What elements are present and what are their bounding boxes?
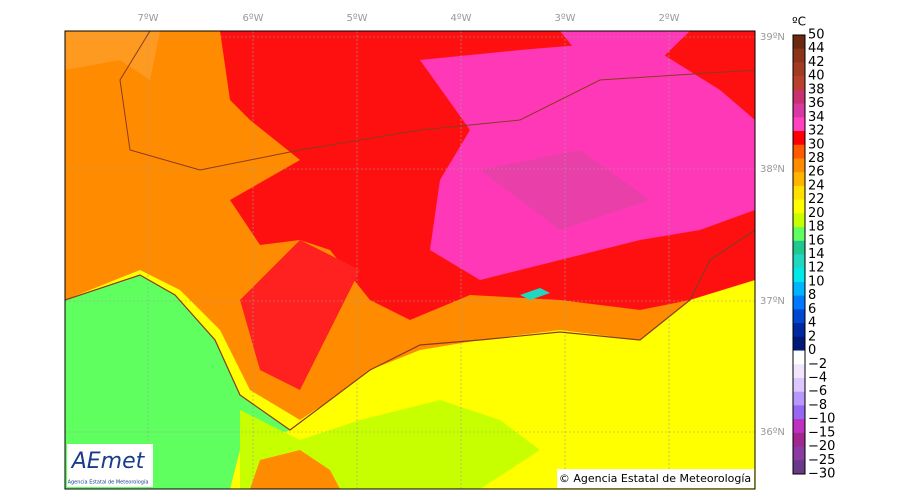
unit-label: ºC	[792, 15, 806, 29]
colorbar-label: −4	[808, 370, 827, 385]
colorbar-frame	[792, 34, 806, 475]
lat-label: 36ºN	[760, 427, 785, 438]
colorbar-segment	[793, 158, 805, 173]
map-frame	[64, 30, 756, 490]
colorbar-segment	[793, 391, 805, 406]
lat-label: 39ºN	[760, 32, 785, 43]
colorbar-segment	[793, 213, 805, 228]
logo-subtitle: Agencia Estatal de Meteorología	[68, 479, 149, 486]
colorbar-label: 28	[808, 151, 825, 166]
colorbar-segment	[793, 131, 805, 146]
colorbar-segment	[793, 419, 805, 434]
colorbar-segment	[793, 240, 805, 255]
colorbar-segment	[793, 35, 805, 50]
colorbar-segment	[793, 199, 805, 214]
colorbar-label: 26	[808, 165, 825, 180]
colorbar-label: 22	[808, 192, 825, 207]
lon-label: 3ºW	[555, 13, 576, 24]
colorbar-segment	[793, 144, 805, 159]
colorbar-label: 44	[808, 41, 825, 56]
colorbar-segment	[793, 350, 805, 365]
colorbar-label: −6	[808, 384, 827, 399]
colorbar-label: 24	[808, 178, 825, 193]
lon-label: 5ºW	[347, 13, 368, 24]
colorbar-label: 8	[808, 288, 816, 303]
colorbar-segment	[793, 172, 805, 187]
colorbar-label: −20	[808, 439, 835, 454]
colorbar-label: 0	[808, 343, 816, 358]
colorbar-label: 42	[808, 55, 825, 70]
colorbar-label: 10	[808, 274, 825, 289]
colorbar-segment	[793, 323, 805, 338]
lon-label: 4ºW	[451, 13, 472, 24]
map-field	[65, 31, 755, 489]
colorbar-label: −15	[808, 425, 835, 440]
colorbar-label: 6	[808, 302, 816, 317]
colorbar-segment	[793, 103, 805, 118]
colorbar-label: 40	[808, 69, 825, 84]
colorbar-label: 16	[808, 233, 825, 248]
colorbar-label: −30	[808, 467, 835, 482]
colorbar-label: 20	[808, 206, 825, 221]
colorbar-segment	[793, 460, 805, 475]
colorbar-segment	[793, 364, 805, 379]
colorbar-segment	[793, 336, 805, 352]
lon-label: 7ºW	[138, 13, 159, 24]
lat-label: 37ºN	[760, 296, 785, 307]
lon-label: 2ºW	[659, 13, 680, 24]
colorbar-label: 32	[808, 124, 825, 139]
colorbar-label: 18	[808, 220, 825, 235]
colorbar-segment	[793, 268, 805, 283]
colorbar-segment	[793, 432, 805, 448]
colorbar-segment	[793, 185, 805, 201]
colorbar-label: −2	[808, 357, 827, 372]
colorbar-segment	[793, 405, 805, 420]
copyright: © Agencia Estatal de Meteorología	[559, 472, 751, 485]
colorbar-segment	[793, 227, 805, 242]
colorbar-label: 2	[808, 329, 816, 344]
colorbar-segment	[793, 62, 805, 77]
colorbar-label: 30	[808, 137, 825, 152]
colorbar-label: 50	[808, 28, 825, 43]
colorbar-label: −25	[808, 453, 835, 468]
colorbar-segment	[793, 254, 805, 269]
colorbar-label: 34	[808, 110, 825, 125]
colorbar-label: −8	[808, 398, 827, 413]
colorbar-label: 12	[808, 261, 825, 276]
lon-label: 6ºW	[243, 13, 264, 24]
colorbar-segment	[793, 377, 805, 393]
colorbar-label: 14	[808, 247, 825, 262]
colorbar-segment	[793, 281, 805, 297]
logo: AEmet Agencia Estatal de Meteorología	[67, 444, 153, 487]
colorbar-segment	[793, 76, 805, 91]
colorbar-segment	[793, 89, 805, 105]
colorbar-label: 36	[808, 96, 825, 111]
colorbar-segment	[793, 446, 805, 461]
colorbar-label: 4	[808, 316, 816, 331]
colorbar-segment	[793, 117, 805, 132]
colorbar-segment	[793, 48, 805, 63]
lat-label: 38ºN	[760, 164, 785, 175]
colorbar-segment	[793, 309, 805, 324]
logo-name: AEmet	[70, 449, 146, 474]
colorbar-label: 38	[808, 82, 825, 97]
colorbar-segment	[793, 295, 805, 310]
colorbar-label: −10	[808, 412, 835, 427]
